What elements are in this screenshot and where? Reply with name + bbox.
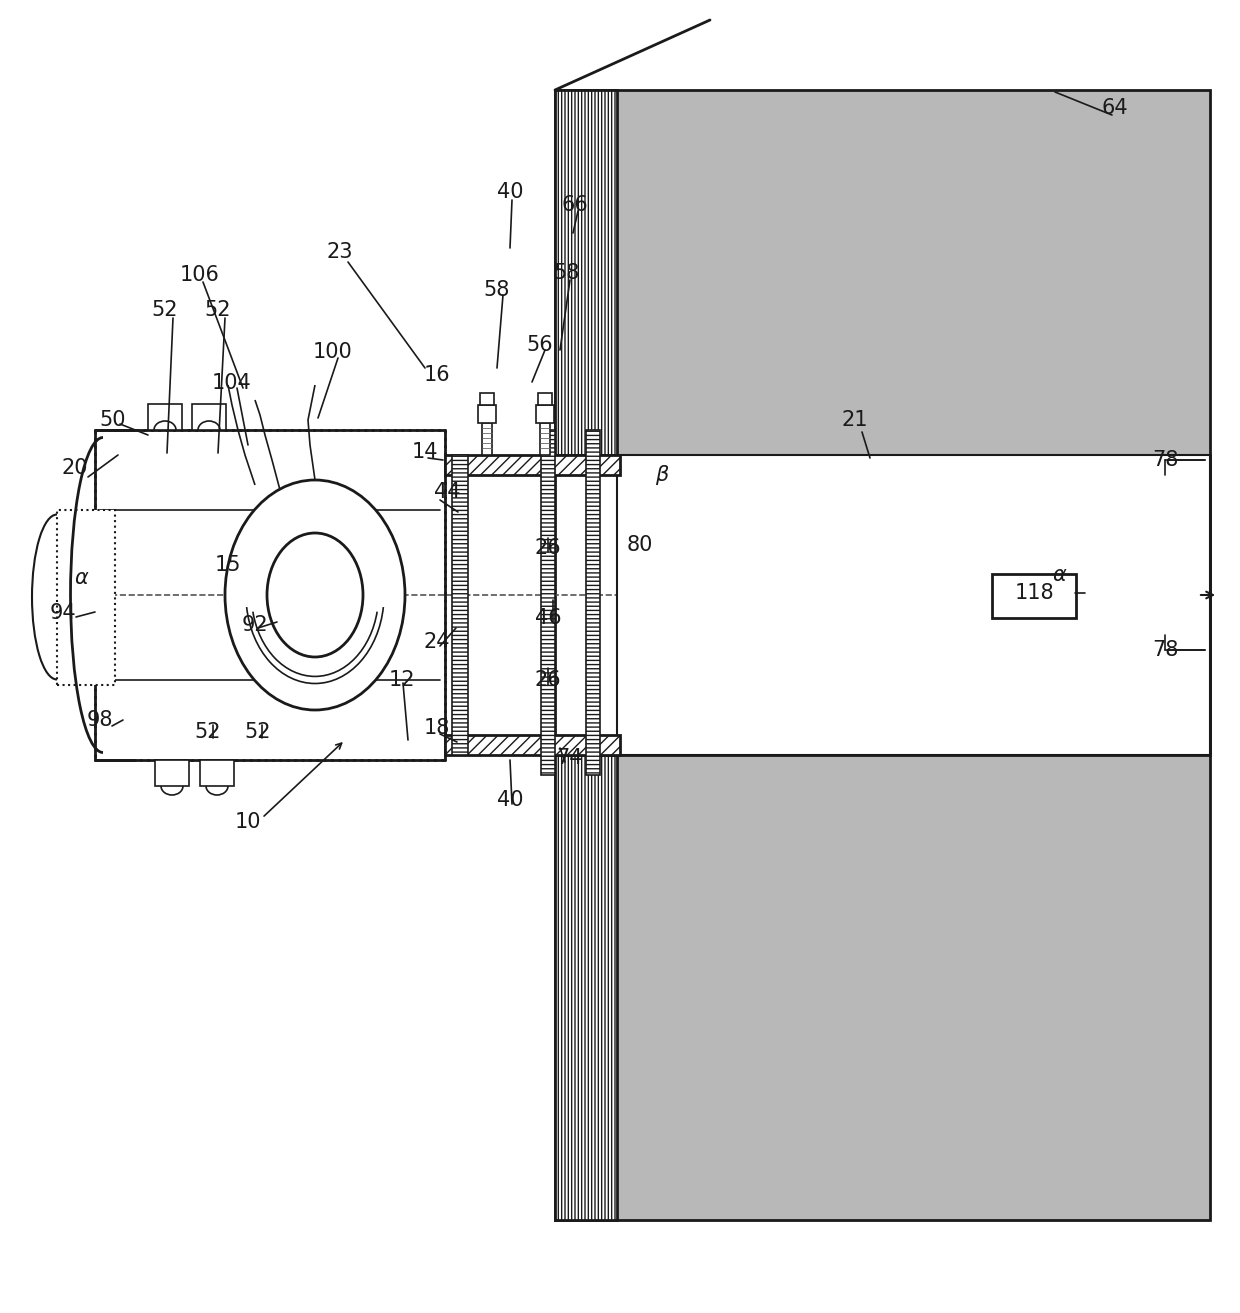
Text: 78: 78 <box>1152 450 1178 470</box>
Text: 20: 20 <box>62 458 88 478</box>
Text: 12: 12 <box>389 670 415 691</box>
Text: 24: 24 <box>424 632 450 653</box>
Text: 40: 40 <box>497 790 523 810</box>
Bar <box>480 393 494 404</box>
Bar <box>618 456 1210 755</box>
Bar <box>556 91 1210 1220</box>
Bar <box>482 423 492 456</box>
Text: 58: 58 <box>484 280 510 299</box>
Bar <box>95 429 445 760</box>
Text: 26: 26 <box>534 670 562 691</box>
Bar <box>556 456 1210 755</box>
Text: 52: 52 <box>244 722 272 742</box>
Bar <box>539 423 551 456</box>
Text: 52: 52 <box>205 299 231 320</box>
Bar <box>556 91 618 1220</box>
Text: $\alpha$: $\alpha$ <box>74 569 89 588</box>
Text: 118: 118 <box>1016 583 1055 603</box>
Text: 52: 52 <box>195 722 221 742</box>
Bar <box>541 429 556 775</box>
Text: 50: 50 <box>99 410 126 429</box>
Bar <box>148 404 182 429</box>
Bar <box>587 429 600 775</box>
Text: 10: 10 <box>234 811 262 832</box>
Text: 15: 15 <box>215 555 242 575</box>
Text: 58: 58 <box>554 263 580 284</box>
Bar <box>536 404 554 423</box>
Bar <box>453 456 467 755</box>
Text: 26: 26 <box>534 538 562 558</box>
Text: 64: 64 <box>1101 98 1128 118</box>
Text: 78: 78 <box>1152 639 1178 660</box>
Text: 80: 80 <box>626 534 653 555</box>
Bar <box>155 760 188 786</box>
Bar <box>445 735 620 755</box>
Bar <box>445 456 620 475</box>
Text: 94: 94 <box>50 603 77 622</box>
Text: 16: 16 <box>424 365 450 385</box>
Bar <box>192 404 226 429</box>
Text: 21: 21 <box>842 410 868 429</box>
Bar <box>538 393 552 404</box>
Text: 106: 106 <box>180 265 219 285</box>
Ellipse shape <box>267 533 363 656</box>
Text: 18: 18 <box>424 718 450 738</box>
Text: 104: 104 <box>212 373 252 393</box>
Text: 56: 56 <box>527 335 553 355</box>
Text: $\alpha$: $\alpha$ <box>1053 565 1068 586</box>
Text: 44: 44 <box>434 482 460 502</box>
Text: 52: 52 <box>151 299 179 320</box>
Text: 14: 14 <box>412 442 438 462</box>
Text: 100: 100 <box>314 341 353 362</box>
Bar <box>200 760 234 786</box>
Text: 40: 40 <box>497 183 523 202</box>
Text: 92: 92 <box>242 614 268 635</box>
Text: 98: 98 <box>87 710 113 730</box>
Text: 46: 46 <box>534 608 562 628</box>
Bar <box>477 404 496 423</box>
FancyBboxPatch shape <box>992 574 1076 618</box>
Text: 23: 23 <box>327 242 353 263</box>
Text: $\beta$: $\beta$ <box>655 463 670 487</box>
Bar <box>57 509 115 685</box>
Text: 74: 74 <box>557 748 583 768</box>
Ellipse shape <box>224 481 405 710</box>
Text: 66: 66 <box>562 196 588 215</box>
